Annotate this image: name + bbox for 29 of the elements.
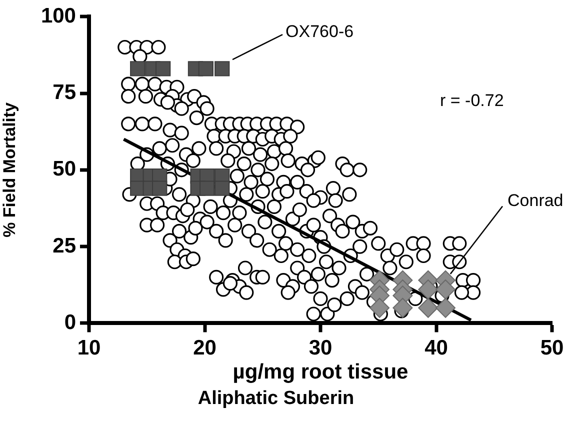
y-tick-label: 75 — [52, 81, 76, 104]
y-axis-title: % Field Mortality — [0, 102, 19, 238]
y-tick-label: 0 — [64, 310, 76, 334]
point — [214, 180, 230, 196]
x-tick-label: 10 — [77, 336, 101, 360]
point — [418, 279, 438, 300]
point — [436, 298, 456, 318]
annotation: Conrad — [508, 190, 564, 210]
point — [392, 298, 413, 318]
point — [198, 61, 214, 76]
text: Aliphatic Suberin — [198, 388, 354, 409]
point — [152, 180, 168, 196]
point — [370, 298, 390, 318]
point — [436, 279, 456, 300]
x-tick-label: 50 — [540, 336, 564, 360]
x-tick-label: 20 — [193, 336, 216, 360]
x-tick-label: 40 — [424, 336, 448, 360]
x-tick-label: 30 — [308, 336, 332, 360]
y-tick-label: 25 — [52, 234, 76, 258]
point — [156, 61, 171, 76]
point — [130, 61, 146, 76]
point — [199, 180, 215, 196]
point — [418, 298, 438, 318]
annotation: OX760-6 — [286, 22, 354, 42]
y-tick-label: 100 — [40, 4, 76, 28]
annotation: r = -0.72 — [440, 91, 504, 110]
y-tick-label: 50 — [52, 158, 76, 181]
x-axis-title: µg/mg root tissue — [232, 360, 408, 384]
point — [214, 61, 230, 76]
